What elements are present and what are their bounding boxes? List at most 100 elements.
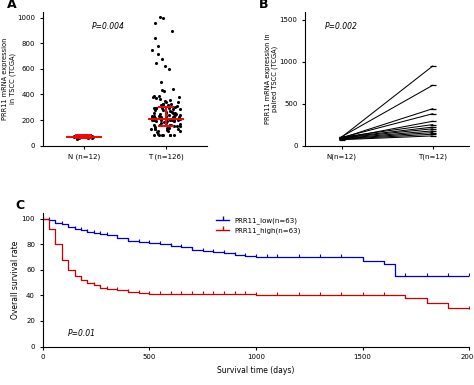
Point: [169, 86, 177, 92]
Y-axis label: Overall survival rate: Overall survival rate: [11, 240, 20, 319]
Point: [170, 118, 178, 124]
Point: [76, 134, 83, 140]
Point: [170, 122, 178, 129]
Point: [157, 114, 165, 120]
Point: [150, 94, 157, 100]
Point: [155, 113, 163, 119]
Point: [158, 87, 165, 93]
Point: [159, 15, 166, 21]
Point: [176, 116, 183, 122]
Point: [150, 122, 158, 128]
Point: [160, 107, 167, 113]
Point: [150, 117, 158, 123]
Point: [162, 99, 170, 105]
Point: [152, 118, 160, 124]
Point: [169, 106, 177, 112]
Point: [152, 124, 159, 130]
Text: P=0.004: P=0.004: [92, 22, 125, 31]
Point: [148, 113, 156, 119]
Point: [157, 79, 165, 85]
Point: [172, 104, 179, 110]
Point: [162, 110, 170, 116]
Y-axis label: PRR11 mRNA expression
in TSCC (TCGA): PRR11 mRNA expression in TSCC (TCGA): [2, 37, 16, 120]
Point: [164, 102, 172, 108]
Point: [148, 117, 155, 123]
Point: [171, 132, 178, 138]
Point: [157, 117, 165, 123]
Point: [166, 122, 173, 128]
Point: [163, 109, 170, 115]
Point: [85, 135, 92, 141]
Point: [175, 94, 182, 100]
Point: [75, 135, 83, 141]
Point: [170, 110, 178, 117]
Text: A: A: [7, 0, 16, 11]
Point: [157, 102, 165, 108]
Point: [155, 131, 162, 137]
Point: [155, 127, 162, 134]
Point: [151, 126, 158, 132]
Point: [167, 122, 175, 128]
Point: [150, 132, 157, 138]
Point: [156, 13, 164, 20]
Point: [169, 114, 177, 120]
Point: [157, 121, 165, 127]
Point: [151, 35, 159, 42]
Point: [157, 116, 164, 122]
Point: [168, 109, 175, 115]
Point: [163, 127, 171, 134]
Point: [153, 105, 160, 111]
Point: [165, 105, 173, 112]
Point: [167, 101, 175, 107]
Point: [166, 132, 173, 138]
Point: [153, 105, 160, 111]
Point: [177, 105, 184, 112]
Point: [154, 50, 161, 57]
Point: [167, 117, 174, 123]
Point: [152, 60, 159, 66]
Point: [155, 93, 163, 99]
Point: [174, 117, 182, 123]
Point: [172, 110, 179, 116]
Point: [162, 97, 169, 104]
Point: [163, 115, 170, 121]
Point: [158, 56, 166, 62]
Text: P=0.002: P=0.002: [325, 22, 358, 31]
Point: [166, 132, 173, 138]
Point: [166, 116, 174, 122]
Point: [160, 132, 167, 138]
Point: [159, 132, 166, 138]
Point: [163, 118, 171, 124]
Point: [159, 100, 166, 107]
Point: [150, 93, 158, 99]
Point: [165, 66, 173, 72]
Point: [168, 117, 176, 123]
Point: [175, 99, 182, 105]
Point: [161, 64, 169, 70]
Point: [159, 101, 166, 107]
Point: [88, 133, 96, 139]
Text: C: C: [15, 199, 24, 212]
Point: [167, 116, 174, 122]
Y-axis label: PRR11 mRNA expression in
paired TSCC (TCGA): PRR11 mRNA expression in paired TSCC (TC…: [264, 33, 278, 124]
Point: [153, 95, 160, 101]
Point: [169, 28, 176, 34]
Point: [175, 114, 183, 121]
Point: [89, 134, 97, 140]
Point: [165, 125, 173, 131]
Point: [73, 136, 81, 142]
Point: [150, 105, 158, 111]
Point: [148, 47, 156, 53]
Point: [156, 96, 164, 102]
Point: [151, 106, 158, 112]
Point: [154, 129, 161, 136]
Point: [70, 134, 78, 140]
Legend: PRR11_low(n=63), PRR11_high(n=63): PRR11_low(n=63), PRR11_high(n=63): [214, 215, 304, 237]
Point: [169, 110, 177, 116]
Point: [167, 108, 174, 114]
Point: [176, 128, 184, 134]
Point: [171, 112, 179, 118]
Point: [151, 110, 158, 116]
Text: B: B: [259, 0, 269, 11]
Text: P=0.01: P=0.01: [68, 329, 96, 338]
